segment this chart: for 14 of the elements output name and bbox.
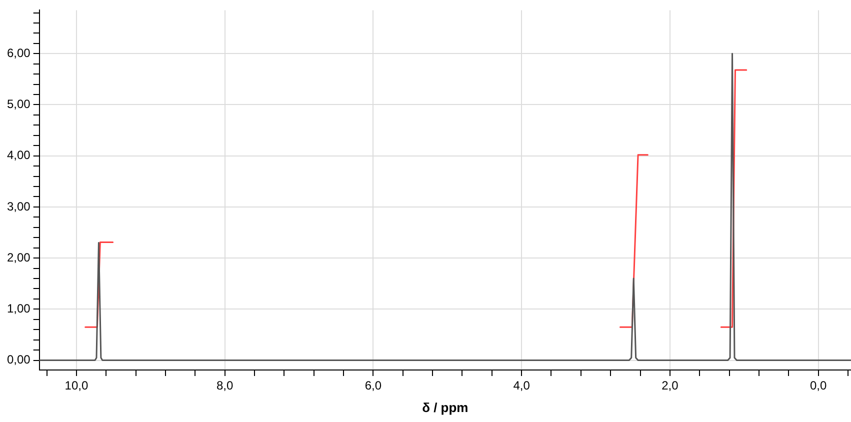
x-axis-title: δ / ppm [422, 400, 468, 415]
y-tick-label: 2,00 [6, 250, 31, 264]
y-tick-label: 3,00 [6, 199, 31, 214]
x-tick-label: 8,0 [216, 378, 234, 393]
y-tick-label: 0,00 [6, 352, 31, 367]
y-tick-label: 6,00 [6, 46, 31, 60]
y-tick-label: 5,00 [6, 97, 31, 112]
y-tick-label: 1,00 [6, 301, 31, 316]
x-tick-label: 4,0 [513, 378, 530, 393]
y-tick-label: 4,00 [6, 148, 31, 162]
x-tick-label: 0,0 [810, 378, 827, 393]
x-tick-label: 6,0 [364, 378, 382, 393]
x-tick-label: 10,0 [64, 378, 88, 393]
x-tick-label: 2,0 [662, 378, 679, 393]
